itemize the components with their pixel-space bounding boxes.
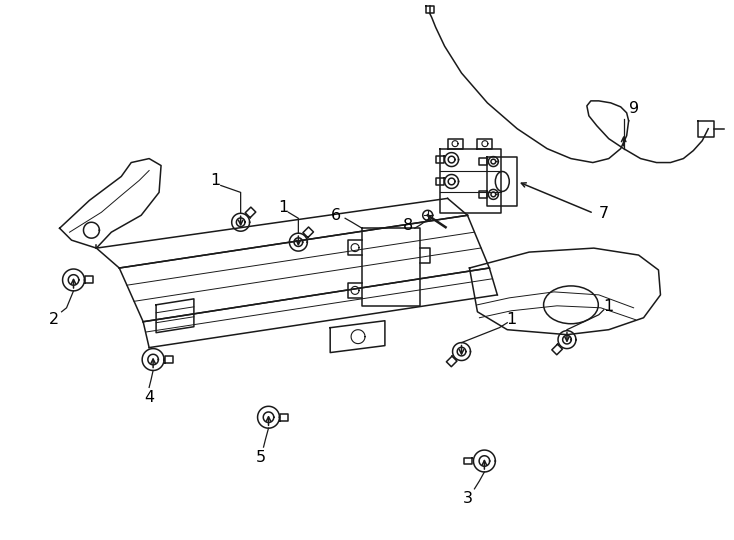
Text: 2: 2: [48, 312, 59, 327]
Text: 1: 1: [506, 312, 517, 327]
Text: 5: 5: [255, 449, 266, 464]
Text: 1: 1: [211, 173, 221, 188]
Text: 8: 8: [403, 218, 413, 233]
Text: 6: 6: [331, 208, 341, 223]
Text: 9: 9: [628, 102, 639, 116]
Text: 4: 4: [144, 390, 154, 405]
Text: 1: 1: [603, 299, 614, 314]
Text: 1: 1: [278, 200, 288, 215]
Text: 7: 7: [599, 206, 608, 221]
Text: 3: 3: [462, 491, 473, 507]
